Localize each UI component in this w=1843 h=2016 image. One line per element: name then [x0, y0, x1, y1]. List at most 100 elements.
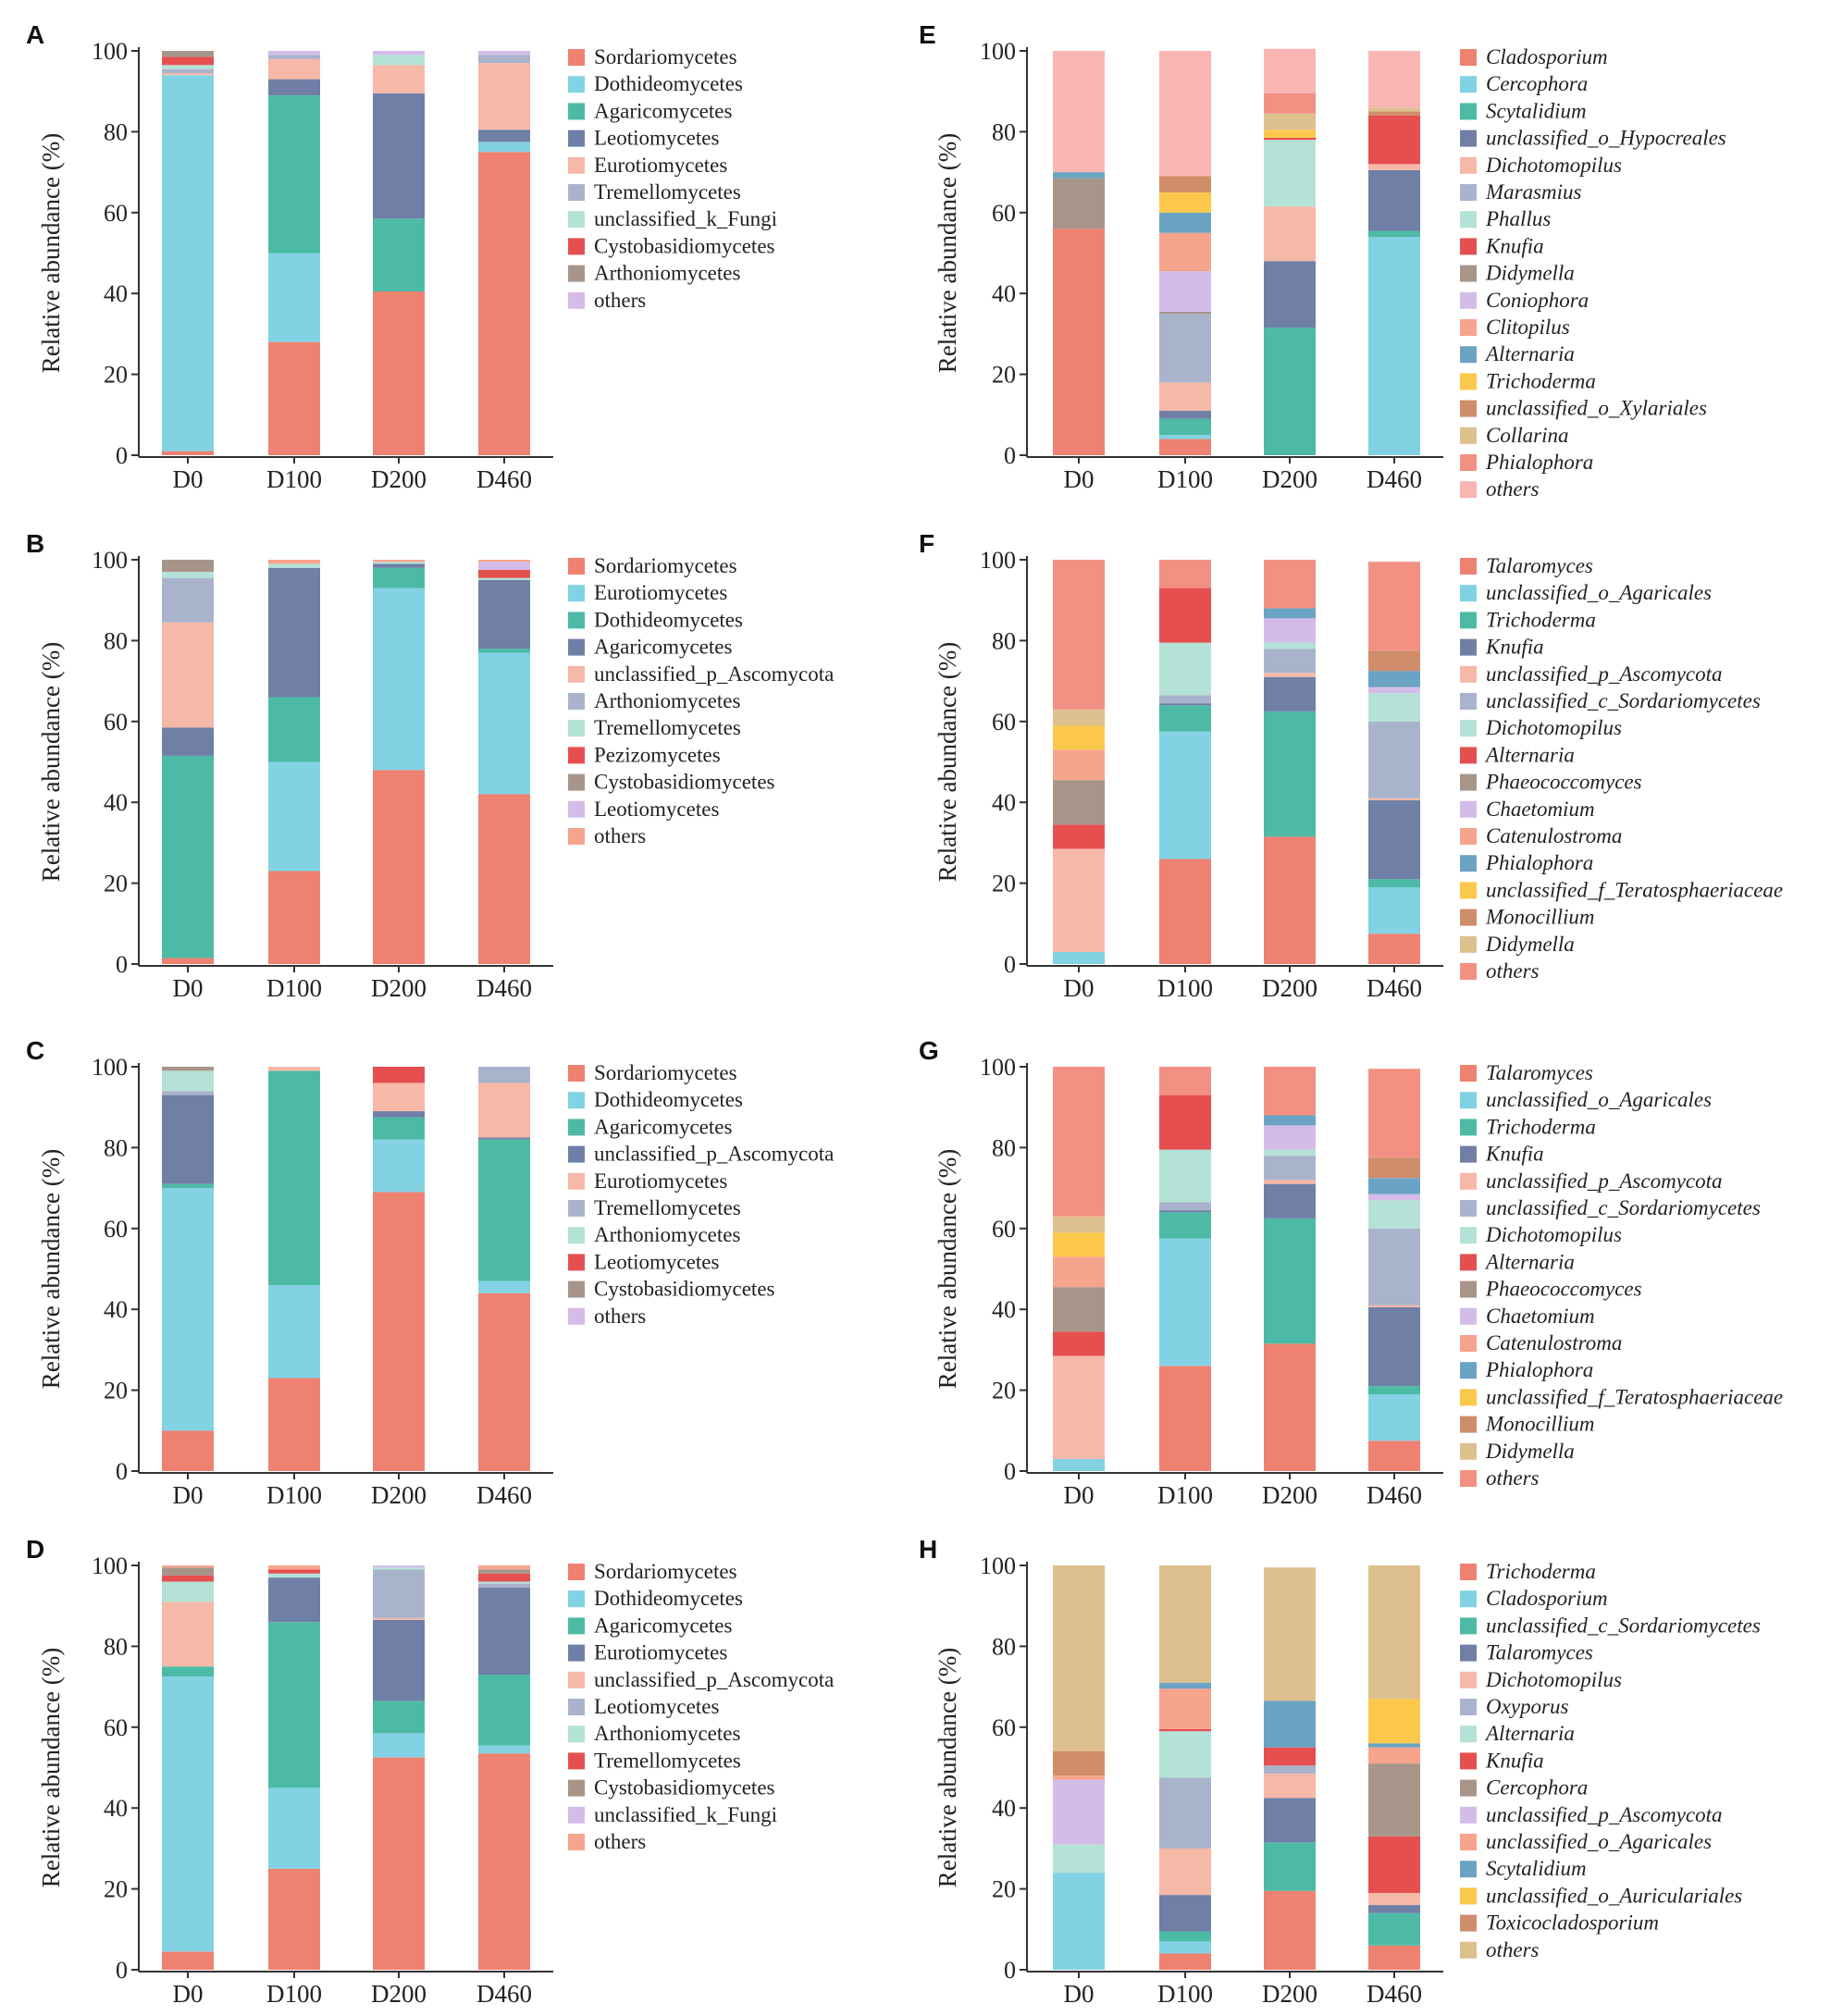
bar-segment-d100-3: [1159, 1895, 1211, 1932]
bar-segment-d100-4: [1159, 1848, 1211, 1896]
bar-segment-d460-3: [478, 1137, 530, 1140]
bar-segment-d460-4: [1368, 1305, 1420, 1308]
x-tick-label: D460: [476, 974, 532, 1002]
legend-swatch: [1460, 103, 1477, 120]
bar-segment-d460-8: [1368, 1763, 1420, 1837]
legend-label: Tremellomycetes: [594, 1749, 741, 1772]
legend-label: Alternaria: [1484, 743, 1575, 766]
bar-segment-d200-7: [1264, 137, 1316, 141]
bar-segment-d100-2: [1159, 705, 1211, 732]
legend-swatch: [1460, 1861, 1477, 1878]
bar-segment-d200-2: [373, 567, 425, 588]
legend-swatch: [1460, 1092, 1477, 1109]
legend-label: Agaricomycetes: [594, 636, 732, 659]
bar-segment-d100-2: [1159, 418, 1211, 436]
bar-segment-d100-14: [1159, 1565, 1211, 1683]
bar-segment-d200-3: [1264, 1183, 1316, 1218]
legend-label: Arthoniomycetes: [594, 1722, 740, 1745]
bar-segment-d100-9: [1159, 271, 1211, 312]
legend-label: Chaetomium: [1486, 798, 1595, 821]
x-tick-label: D200: [371, 1980, 427, 2008]
legend-label: Scytalidium: [1486, 99, 1587, 122]
bar-segment-d200-6: [373, 562, 425, 564]
legend-label: Sordariomycetes: [594, 554, 737, 577]
bar-segment-d200-2: [1264, 328, 1316, 455]
legend-label: Catenulostroma: [1486, 1331, 1622, 1354]
bar-segment-d100-3: [268, 1577, 320, 1623]
x-tick-label: D0: [173, 974, 204, 1002]
bar-segment-d200-14: [1264, 113, 1316, 130]
legend-swatch: [568, 1280, 585, 1298]
legend-swatch: [1460, 1725, 1477, 1743]
bar-segment-d460-2: [1368, 1386, 1420, 1394]
y-tick-label: 80: [104, 1134, 128, 1161]
bar-segment-d460-2: [478, 649, 530, 653]
bar-segment-d460-1: [1368, 886, 1420, 934]
legend-label: Phialophora: [1485, 1358, 1593, 1381]
y-axis-label: Relative abundance (%): [934, 1149, 961, 1389]
y-tick-label: 80: [992, 1134, 1016, 1161]
y-tick-label: 80: [104, 627, 128, 654]
bar-segment-d460-5: [478, 1583, 530, 1589]
legend-label: unclassified_c_Sordariomycetes: [1486, 689, 1761, 712]
legend-label: Dichotomopilus: [1485, 1223, 1622, 1246]
legend-label: unclassified_c_Sordariomycetes: [1486, 1614, 1761, 1637]
bar-segment-d200-9: [373, 51, 425, 56]
legend-label: Cladosporium: [1486, 45, 1608, 68]
bar-segment-d0-6: [162, 1070, 214, 1092]
bar-segment-d0-3: [162, 1095, 214, 1184]
legend-label: unclassified_p_Ascomycota: [1486, 1803, 1723, 1826]
legend-label: Cystobasidiomycetes: [594, 1278, 775, 1301]
legend-swatch: [568, 238, 585, 255]
bar-segment-d100-8: [1159, 311, 1211, 315]
bar-segment-d100-7: [1159, 587, 1211, 643]
bar-segment-d100-1: [268, 1284, 320, 1379]
bar-segment-d0-10: [1053, 1256, 1105, 1288]
bar-segment-d100-15: [1159, 560, 1211, 588]
legend-label: unclassified_o_Agaricales: [1486, 1088, 1712, 1111]
bar-segment-d0-4: [162, 622, 214, 728]
legend-label: Knufia: [1485, 1749, 1544, 1772]
legend-swatch: [1460, 1416, 1477, 1433]
legend-swatch: [568, 1119, 585, 1136]
legend-label: Trichoderma: [1486, 1560, 1596, 1583]
legend-swatch: [1460, 1699, 1477, 1715]
legend-swatch: [1460, 291, 1477, 309]
bar-segment-d0-3: [162, 727, 214, 756]
bar-segment-d100-12: [1159, 192, 1211, 213]
y-tick-label: 20: [992, 1378, 1016, 1404]
legend-label: unclassified_p_Ascomycota: [594, 1143, 834, 1166]
bar-segment-d100-10: [1159, 232, 1211, 272]
bar-segment-d460-11: [1368, 1743, 1420, 1748]
y-tick-label: 100: [980, 38, 1016, 65]
bar-segment-d200-3: [373, 563, 425, 568]
bar-segment-d200-3: [373, 1111, 425, 1118]
x-tick-label: D100: [266, 1481, 322, 1509]
bar-segment-d100-10: [268, 560, 320, 564]
bar-segment-d460-1: [478, 1280, 530, 1293]
bar-segment-d0-8: [1053, 780, 1105, 825]
legend-swatch: [1460, 855, 1477, 872]
bar-segment-d200-1: [373, 1139, 425, 1193]
bar-segment-d200-3: [1264, 261, 1316, 328]
bar-segment-d200-12: [1264, 130, 1316, 138]
bar-segment-d0-9: [1053, 1779, 1105, 1845]
legend-label: Dichotomopilus: [1485, 154, 1622, 177]
bar-segment-d0-2: [162, 1183, 214, 1189]
bar-segment-d200-3: [373, 1619, 425, 1701]
legend-swatch: [1460, 1227, 1477, 1244]
legend-swatch: [568, 1671, 585, 1688]
bar-segment-d200-11: [1264, 1701, 1316, 1748]
bar-segment-d460-3: [1368, 800, 1420, 880]
legend-swatch: [1460, 773, 1477, 791]
legend-swatch: [1460, 1914, 1477, 1932]
bar-segment-d200-11: [1264, 1115, 1316, 1126]
bar-segment-d460-9: [478, 51, 530, 56]
bar-segment-d460-8: [478, 1569, 530, 1574]
bar-segment-d100-6: [1159, 1731, 1211, 1778]
legend-swatch: [1460, 638, 1477, 656]
legend-swatch: [1460, 1145, 1477, 1163]
legend-swatch: [1460, 1671, 1477, 1688]
bar-segment-d460-6: [1368, 693, 1420, 722]
bar-segment-d100-1: [268, 1787, 320, 1869]
